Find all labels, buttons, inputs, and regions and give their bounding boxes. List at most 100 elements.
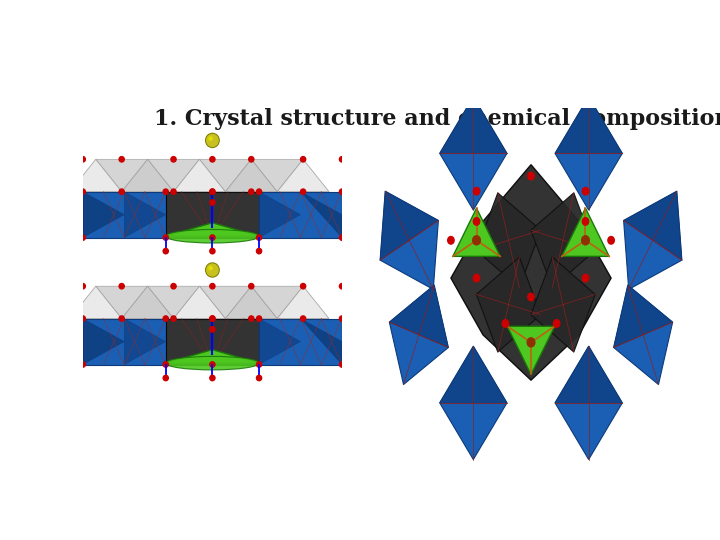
Circle shape	[207, 264, 218, 276]
Circle shape	[80, 189, 86, 194]
Polygon shape	[83, 319, 125, 364]
Circle shape	[300, 189, 306, 194]
Polygon shape	[531, 257, 595, 352]
Circle shape	[163, 235, 168, 240]
Circle shape	[554, 320, 560, 327]
Polygon shape	[440, 346, 507, 403]
Circle shape	[171, 157, 176, 162]
Circle shape	[248, 316, 254, 321]
Polygon shape	[125, 192, 166, 238]
Polygon shape	[148, 286, 199, 319]
Circle shape	[210, 189, 215, 194]
Polygon shape	[225, 159, 277, 192]
Circle shape	[210, 316, 215, 321]
Polygon shape	[125, 319, 166, 364]
Polygon shape	[477, 257, 541, 352]
Polygon shape	[83, 192, 125, 238]
Polygon shape	[148, 159, 199, 192]
Circle shape	[119, 189, 125, 194]
Polygon shape	[555, 346, 622, 403]
Polygon shape	[277, 286, 329, 319]
Polygon shape	[96, 159, 148, 192]
Polygon shape	[624, 191, 682, 289]
Polygon shape	[166, 192, 259, 238]
Circle shape	[210, 248, 215, 254]
Polygon shape	[624, 191, 682, 260]
Circle shape	[582, 187, 589, 195]
Polygon shape	[300, 319, 342, 364]
Circle shape	[119, 284, 125, 289]
Polygon shape	[83, 319, 166, 364]
Polygon shape	[440, 97, 507, 153]
Circle shape	[248, 157, 254, 162]
Polygon shape	[477, 193, 541, 288]
Polygon shape	[380, 191, 438, 260]
Polygon shape	[300, 192, 342, 238]
Circle shape	[473, 218, 480, 225]
Polygon shape	[174, 286, 225, 319]
Ellipse shape	[166, 356, 259, 370]
Circle shape	[256, 189, 261, 194]
Circle shape	[119, 157, 125, 162]
Polygon shape	[613, 285, 672, 384]
Polygon shape	[555, 97, 622, 210]
Circle shape	[209, 137, 212, 140]
Polygon shape	[70, 159, 122, 192]
Circle shape	[473, 274, 480, 282]
Text: 1. Crystal structure and chemical composition: 1. Crystal structure and chemical compos…	[154, 109, 720, 131]
Circle shape	[80, 157, 86, 162]
Circle shape	[163, 189, 168, 194]
Circle shape	[448, 237, 454, 244]
Polygon shape	[251, 159, 303, 192]
Circle shape	[256, 316, 261, 321]
Circle shape	[163, 316, 168, 321]
Circle shape	[210, 189, 215, 194]
Circle shape	[339, 189, 345, 194]
Circle shape	[80, 235, 86, 240]
Circle shape	[209, 267, 212, 270]
Circle shape	[473, 187, 480, 195]
Polygon shape	[453, 208, 500, 256]
Circle shape	[582, 236, 589, 245]
Ellipse shape	[166, 230, 259, 243]
Circle shape	[339, 284, 345, 289]
Circle shape	[256, 375, 261, 381]
Polygon shape	[555, 346, 622, 460]
Polygon shape	[70, 286, 122, 319]
Circle shape	[210, 284, 215, 289]
Polygon shape	[562, 208, 609, 256]
Circle shape	[339, 235, 345, 240]
Polygon shape	[380, 191, 438, 289]
Circle shape	[119, 316, 125, 321]
Circle shape	[171, 316, 176, 321]
Circle shape	[339, 316, 345, 321]
Polygon shape	[259, 319, 300, 364]
Polygon shape	[166, 223, 259, 237]
Polygon shape	[508, 326, 554, 375]
Circle shape	[248, 189, 254, 194]
Circle shape	[171, 189, 176, 194]
Circle shape	[80, 284, 86, 289]
Polygon shape	[555, 97, 622, 153]
Circle shape	[339, 362, 345, 367]
Polygon shape	[122, 286, 174, 319]
Circle shape	[608, 237, 614, 244]
Polygon shape	[277, 159, 329, 192]
Circle shape	[210, 157, 215, 162]
Circle shape	[339, 157, 345, 162]
Circle shape	[163, 362, 168, 367]
Polygon shape	[390, 285, 449, 347]
Circle shape	[206, 133, 219, 147]
Circle shape	[502, 320, 508, 327]
Circle shape	[300, 157, 306, 162]
Polygon shape	[259, 192, 342, 238]
Circle shape	[210, 362, 215, 367]
Circle shape	[210, 375, 215, 381]
Circle shape	[163, 248, 168, 254]
Polygon shape	[225, 286, 277, 319]
Circle shape	[300, 316, 306, 321]
Circle shape	[582, 274, 589, 282]
Polygon shape	[259, 319, 342, 364]
Circle shape	[163, 375, 168, 381]
Circle shape	[528, 172, 534, 180]
